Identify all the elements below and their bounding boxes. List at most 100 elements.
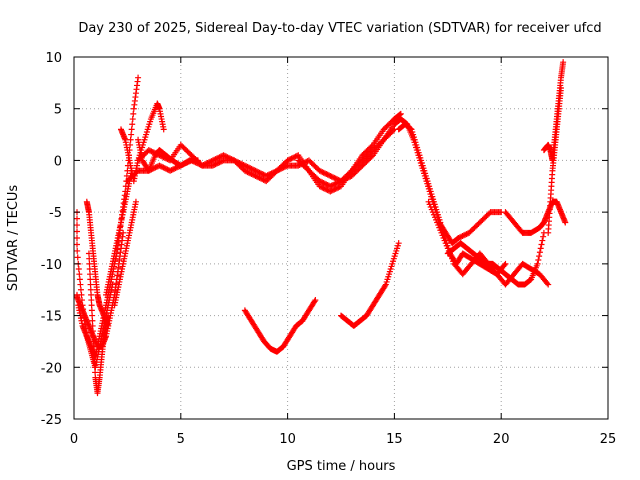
data-point-marker [544,280,551,287]
data-point-marker [333,180,340,187]
data-point-marker [147,147,154,154]
data-point-marker [321,170,328,177]
data-point-marker [332,185,339,192]
data-point-marker [329,187,336,194]
data-point-marker [212,161,219,168]
data-point-marker [201,161,208,168]
data-point-marker [87,286,94,293]
data-point-marker [335,184,342,191]
data-point-marker [537,245,544,252]
data-point-marker [459,233,466,240]
data-point-marker [161,165,168,172]
data-point-marker [257,175,264,182]
data-point-marker [89,312,96,319]
data-point-marker [267,171,274,178]
data-point-marker [291,154,298,161]
data-point-marker [255,174,262,181]
y-tick-label: -15 [41,310,62,325]
data-point-marker [333,185,340,192]
data-point-marker [75,266,82,273]
data-point-marker [319,169,326,176]
data-point-marker [241,167,248,174]
data-point-marker [153,163,160,170]
data-point-marker [129,121,136,128]
data-point-marker [216,159,223,166]
data-point-marker [540,233,547,240]
data-point-marker [323,181,330,188]
y-tick-label: 5 [54,103,62,118]
data-point-marker [159,163,166,170]
data-point-marker [128,131,135,138]
data-point-marker [285,156,292,163]
data-point-marker [540,229,547,236]
data-point-marker [331,186,338,193]
data-point-marker [145,147,152,154]
plot-border [73,56,609,420]
data-point-marker [251,167,258,174]
data-point-marker [536,253,543,260]
data-point-marker [171,165,178,172]
data-point-marker [109,281,116,288]
data-point-marker [243,168,250,175]
data-point-marker [74,215,80,222]
data-point-marker [251,172,258,179]
data-point-marker [87,281,94,288]
data-point-marker [321,180,328,187]
data-point-marker [288,155,295,162]
data-point-marker [239,161,246,168]
data-point-marker [257,170,264,177]
x-tick-label: 0 [70,432,78,447]
data-point-marker [223,153,230,160]
data-point-marker [331,174,338,181]
data-point-marker [320,169,327,176]
data-point-marker [311,298,318,305]
data-point-marker [215,160,222,167]
data-point-marker [332,175,339,182]
data-point-marker [160,164,167,171]
x-axis-label: GPS time / hours [287,459,396,474]
data-point-marker [324,181,331,188]
data-point-marker [252,167,259,174]
data-point-marker [368,143,375,150]
data-point-marker [74,247,81,254]
data-point-marker [167,167,174,174]
data-point-marker [128,126,135,133]
data-point-marker [129,116,136,123]
data-point-marker [321,185,328,192]
data-point-marker [74,228,80,235]
data-point-marker [233,158,240,165]
data-point-marker [265,171,272,178]
series-arc-16 [545,85,565,236]
data-point-marker [316,183,323,190]
series-arc-4 [83,198,112,329]
series-arc-17 [241,297,319,355]
y-axis-label: SDTVAR / TECUs [6,185,21,292]
data-point-marker [231,157,238,164]
data-point-marker [203,160,210,167]
data-point-marker [382,282,389,289]
data-point-marker [562,219,569,226]
data-point-marker [329,181,336,188]
data-point-marker [211,161,218,168]
data-point-marker [127,136,134,143]
data-point-marker [168,167,175,174]
data-point-marker [247,165,254,172]
data-point-marker [328,182,335,189]
data-point-marker [235,159,242,166]
data-point-marker [199,162,206,169]
series-arc-21 [444,229,547,288]
series-arc-19 [75,281,116,371]
axis-ticks: 0 5 10 15 20 25 -25 -20 -15 -10 -5 0 5 10 [41,51,617,447]
data-point-marker [458,233,465,240]
data-point-marker [535,256,542,263]
data-point-marker [219,158,226,165]
data-point-marker [232,158,239,165]
data-point-marker [335,179,342,186]
data-point-marker [319,179,326,186]
data-point-marker [259,171,266,178]
data-point-marker [463,231,470,238]
data-point-marker [243,163,250,170]
series-arc-10 [295,110,404,195]
